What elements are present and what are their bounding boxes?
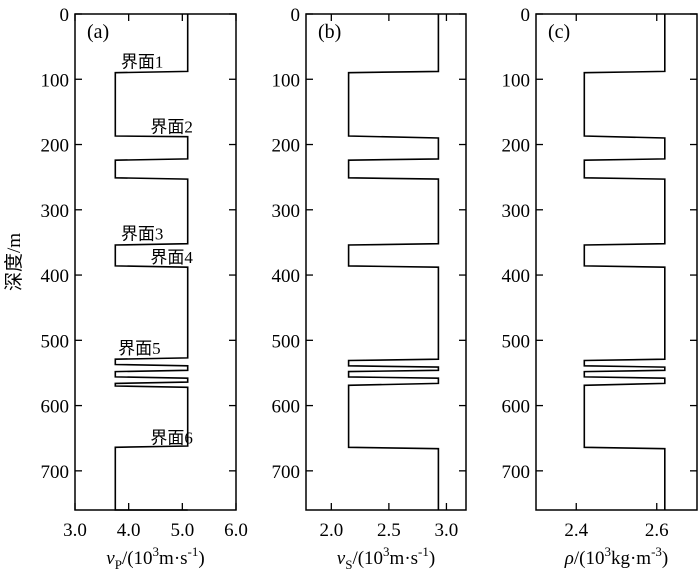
- x-tick-label: 3.0: [435, 520, 459, 541]
- y-tick-label: 0: [291, 5, 301, 26]
- y-tick-label: 700: [502, 462, 531, 483]
- panel-2: 0 100 200 300 400 500 600 700 2.0 2.5 3.0 (b) vS/(10…: [272, 5, 467, 572]
- x-label-sup2: -1: [418, 544, 429, 559]
- panel-label: (b): [318, 21, 341, 43]
- series-line: [583, 14, 666, 510]
- x-label-sup2: -1: [188, 544, 199, 559]
- y-axis-label: 深度/m: [3, 233, 25, 291]
- interface-annotation: 界面1: [121, 52, 164, 71]
- panel-label: (c): [548, 21, 570, 43]
- x-label-unit-rest: kg·m: [611, 548, 651, 569]
- x-label-sup2: -3: [651, 544, 662, 559]
- x-label-symbol: ρ: [564, 548, 574, 569]
- y-tick-label: 600: [41, 397, 70, 418]
- plot-frame: [305, 13, 467, 511]
- interface-annotation: 界面6: [150, 428, 193, 447]
- y-tick-label: 500: [502, 331, 531, 352]
- x-tick-label: 2.4: [564, 520, 588, 541]
- interface-annotation: 界面4: [150, 248, 193, 267]
- x-label-close: ): [662, 548, 668, 569]
- x-axis-label: vS/(103m·s-1): [337, 544, 435, 572]
- x-label-sup: 3: [604, 544, 611, 559]
- x-label-unit-rest: m·s: [390, 548, 419, 569]
- y-tick-label: 100: [41, 70, 70, 91]
- y-tick-label: 300: [272, 201, 301, 222]
- x-label-unit-rest: m·s: [159, 548, 188, 569]
- series-line: [114, 14, 189, 511]
- x-label-sup: 3: [383, 544, 390, 559]
- y-tick-label: 200: [272, 136, 301, 157]
- x-label-unit: /(10: [122, 548, 153, 569]
- x-label-unit: /(10: [352, 548, 383, 569]
- y-tick-label: 600: [502, 397, 531, 418]
- interface-annotation: 界面3: [121, 225, 164, 244]
- y-tick-label: 200: [41, 136, 70, 157]
- x-label-close: ): [198, 548, 204, 569]
- x-label-unit: /(10: [574, 548, 605, 569]
- y-tick-label: 400: [41, 266, 70, 287]
- y-tick-label: 300: [502, 201, 531, 222]
- x-label-symbol: v: [337, 548, 346, 569]
- x-label-subscript: P: [115, 557, 122, 572]
- x-tick-label: 4.0: [117, 520, 141, 541]
- x-tick-label: 2.6: [645, 520, 669, 541]
- y-tick-label: 700: [272, 462, 301, 483]
- panel-1: 0 100 200 300 400 500 600 700 3.0 4.0 5.0 6.0 (a) 界面1…: [3, 5, 248, 572]
- x-tick-label: 2.5: [377, 520, 401, 541]
- series-line: [347, 14, 440, 510]
- x-label-close: ): [429, 548, 435, 569]
- x-tick-label: 2.0: [319, 520, 343, 541]
- interface-annotation: 界面5: [118, 339, 161, 358]
- y-tick-label: 100: [502, 70, 531, 91]
- panel-label: (a): [87, 21, 109, 43]
- y-tick-label: 0: [60, 5, 70, 26]
- x-label-subscript: S: [345, 557, 352, 572]
- x-tick-label: 5.0: [170, 520, 194, 541]
- panel-3: 0 100 200 300 400 500 600 700 2.4 2.6 (c) ρ/(103kg·…: [502, 5, 698, 569]
- plot-frame: [535, 13, 698, 511]
- interface-annotation: 界面2: [150, 118, 193, 137]
- x-axis-label: ρ/(103kg·m-3): [564, 544, 669, 569]
- y-tick-label: 500: [272, 331, 301, 352]
- x-axis-label: vP/(103m·s-1): [106, 544, 204, 572]
- y-tick-label: 0: [521, 5, 531, 26]
- x-tick-label: 3.0: [63, 520, 87, 541]
- y-tick-label: 200: [502, 136, 531, 157]
- y-tick-label: 500: [41, 331, 70, 352]
- y-tick-label: 100: [272, 70, 301, 91]
- x-label-sup: 3: [153, 544, 160, 559]
- y-tick-label: 700: [41, 462, 70, 483]
- x-label-symbol: v: [106, 548, 115, 569]
- y-tick-label: 300: [41, 201, 70, 222]
- y-tick-label: 400: [502, 266, 531, 287]
- y-tick-label: 600: [272, 397, 301, 418]
- y-tick-label: 400: [272, 266, 301, 287]
- x-tick-label: 6.0: [224, 520, 248, 541]
